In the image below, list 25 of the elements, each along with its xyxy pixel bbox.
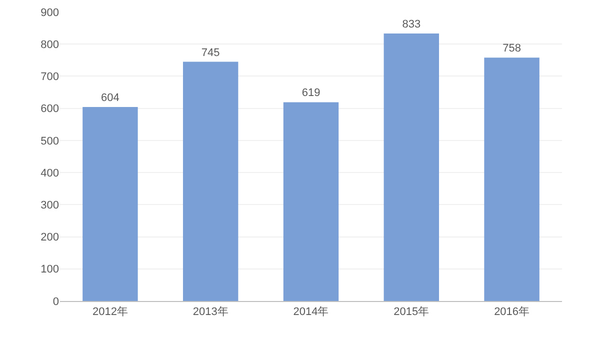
- bar: [182, 62, 238, 301]
- y-tick-label: 100: [40, 264, 59, 276]
- y-tick-label: 700: [40, 71, 59, 84]
- data-label: 604: [101, 92, 120, 104]
- data-label: 758: [502, 42, 521, 55]
- y-tick-label: 600: [40, 103, 59, 116]
- x-tick-label: 2016年: [494, 306, 530, 318]
- data-label: 619: [302, 87, 320, 100]
- y-tick-label: 900: [40, 6, 59, 19]
- y-tick-label: 800: [40, 38, 59, 51]
- y-tick-label: 500: [40, 135, 59, 148]
- data-label: 745: [201, 46, 220, 59]
- bar: [283, 102, 339, 301]
- x-tick-label: 2014年: [293, 306, 329, 318]
- y-tick-label: 200: [40, 232, 59, 244]
- y-tick-label: 400: [40, 167, 59, 180]
- x-tick-label: 2012年: [92, 306, 128, 318]
- y-tick-label: 0: [52, 296, 59, 308]
- x-tick-label: 2013年: [192, 306, 228, 318]
- bar: [384, 34, 440, 301]
- y-tick-label: 300: [40, 200, 59, 212]
- data-label: 833: [402, 18, 421, 31]
- x-tick-label: 2015年: [394, 306, 430, 318]
- bar: [82, 107, 138, 301]
- bar: [484, 58, 540, 301]
